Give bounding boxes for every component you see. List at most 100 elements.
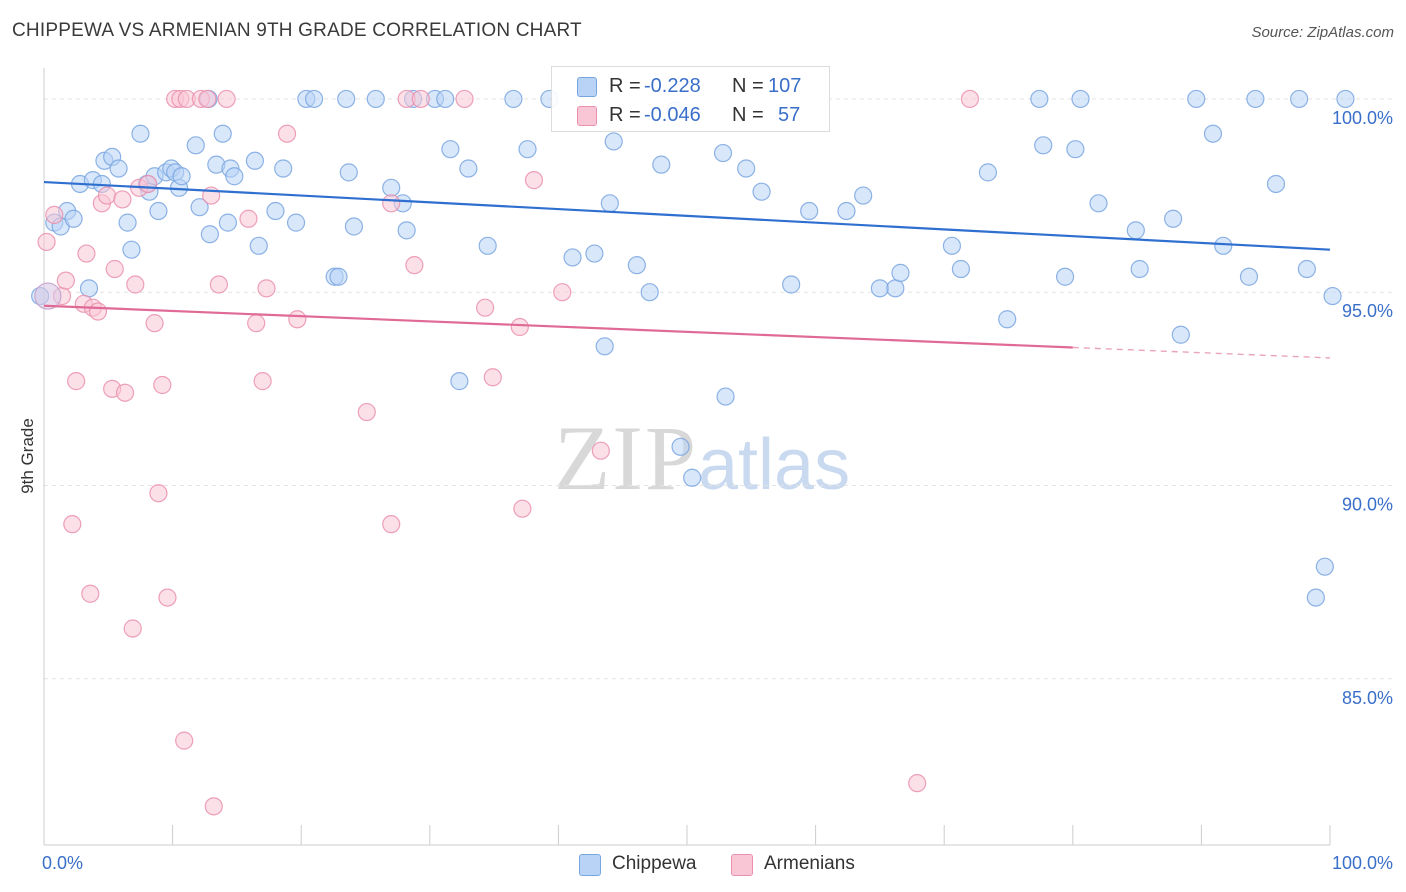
data-point bbox=[245, 151, 265, 170]
data-point bbox=[1130, 259, 1149, 279]
data-point bbox=[118, 213, 137, 232]
data-point bbox=[604, 132, 623, 151]
data-point bbox=[1066, 140, 1085, 159]
data-point bbox=[1203, 124, 1223, 143]
legend-r-label: R = bbox=[609, 104, 641, 126]
data-point bbox=[478, 236, 497, 255]
data-point bbox=[249, 236, 268, 255]
data-point bbox=[1290, 89, 1309, 109]
data-point bbox=[591, 441, 610, 460]
data-point bbox=[716, 387, 735, 406]
data-point bbox=[441, 140, 460, 159]
data-point bbox=[186, 136, 205, 155]
data-point bbox=[450, 372, 469, 391]
data-point bbox=[640, 283, 659, 302]
data-point bbox=[483, 368, 502, 387]
data-point bbox=[126, 275, 145, 294]
data-point bbox=[1034, 136, 1053, 155]
chart-title: CHIPPEWA VS ARMENIAN 9TH GRADE CORRELATI… bbox=[12, 20, 582, 41]
data-point bbox=[870, 279, 890, 298]
data-point bbox=[978, 163, 998, 182]
data-point bbox=[585, 244, 604, 263]
data-point bbox=[800, 201, 819, 221]
data-point bbox=[218, 213, 237, 232]
data-point bbox=[253, 372, 272, 391]
data-point bbox=[1126, 221, 1145, 240]
data-point bbox=[190, 198, 209, 217]
data-point bbox=[63, 515, 82, 534]
points-layer bbox=[31, 89, 1355, 816]
data-point bbox=[122, 240, 141, 259]
data-point bbox=[1030, 89, 1049, 109]
data-point bbox=[518, 140, 537, 159]
data-point bbox=[274, 159, 293, 178]
data-point bbox=[337, 89, 356, 109]
data-point bbox=[455, 89, 474, 109]
data-point bbox=[1266, 174, 1286, 194]
data-point bbox=[908, 774, 927, 793]
data-point bbox=[225, 167, 244, 186]
data-point bbox=[1055, 267, 1075, 286]
label-layer: 100.0% 95.0% 90.0% 85.0% 0.0% 100.0% 9th Grade bbox=[18, 108, 1393, 873]
data-point bbox=[1187, 89, 1206, 109]
data-point bbox=[247, 314, 266, 333]
data-point bbox=[1297, 259, 1316, 279]
legend-r-value: -0.046 bbox=[644, 104, 701, 126]
data-point bbox=[149, 484, 168, 503]
axis-layer bbox=[43, 68, 1331, 846]
data-point bbox=[204, 797, 223, 816]
data-point bbox=[200, 225, 219, 244]
data-point bbox=[172, 167, 191, 186]
y-tick-label: 95.0% bbox=[1342, 301, 1393, 321]
legend-n-value: 107 bbox=[768, 75, 802, 97]
trend-line-chippewa bbox=[43, 180, 1331, 251]
data-point bbox=[81, 584, 100, 603]
data-point bbox=[97, 186, 117, 205]
legend-row-chippewa: R = -0.228 N = 107 bbox=[552, 71, 829, 101]
legend-row-armenians: R = -0.046 N = 57 bbox=[552, 100, 829, 130]
x-tick-label: 0.0% bbox=[42, 853, 83, 873]
data-point bbox=[64, 209, 83, 228]
data-point bbox=[366, 89, 385, 109]
overlap-point bbox=[34, 282, 62, 310]
legend-swatch-armenians bbox=[577, 106, 597, 126]
data-point bbox=[209, 275, 228, 294]
source-credit: Source: ZipAtlas.com bbox=[1251, 24, 1394, 41]
data-point bbox=[998, 310, 1017, 329]
legend-n-value: 57 bbox=[778, 104, 801, 126]
data-point bbox=[139, 174, 158, 194]
x-tick-label: 100.0% bbox=[1332, 853, 1393, 873]
data-point bbox=[382, 194, 401, 213]
data-point bbox=[837, 201, 856, 221]
data-point bbox=[782, 275, 801, 294]
data-point bbox=[266, 201, 285, 221]
data-point bbox=[891, 263, 910, 282]
data-point bbox=[737, 159, 756, 178]
data-point bbox=[504, 89, 523, 109]
trend-line-extension bbox=[1072, 346, 1331, 359]
y-axis-title: 9th Grade bbox=[18, 418, 37, 494]
legend-r-value: -0.228 bbox=[644, 75, 701, 97]
data-point bbox=[344, 217, 364, 236]
data-point bbox=[277, 124, 297, 143]
data-point bbox=[436, 89, 455, 109]
data-point bbox=[105, 259, 124, 279]
data-point bbox=[713, 143, 733, 163]
data-point bbox=[79, 279, 99, 298]
legend-swatch-chippewa bbox=[577, 77, 597, 97]
data-point bbox=[1246, 89, 1265, 109]
data-point bbox=[652, 155, 671, 174]
y-tick-label: 85.0% bbox=[1342, 688, 1393, 708]
y-tick-label: 90.0% bbox=[1342, 494, 1393, 514]
data-point bbox=[217, 89, 236, 109]
data-point bbox=[1164, 209, 1183, 228]
data-point bbox=[683, 468, 702, 487]
y-tick-label: 100.0% bbox=[1332, 108, 1393, 128]
data-point bbox=[1323, 286, 1342, 306]
data-point bbox=[595, 337, 614, 356]
data-point bbox=[329, 267, 348, 286]
data-point bbox=[286, 213, 306, 232]
data-point bbox=[1089, 194, 1108, 213]
data-point bbox=[304, 89, 324, 109]
data-point bbox=[627, 256, 646, 275]
